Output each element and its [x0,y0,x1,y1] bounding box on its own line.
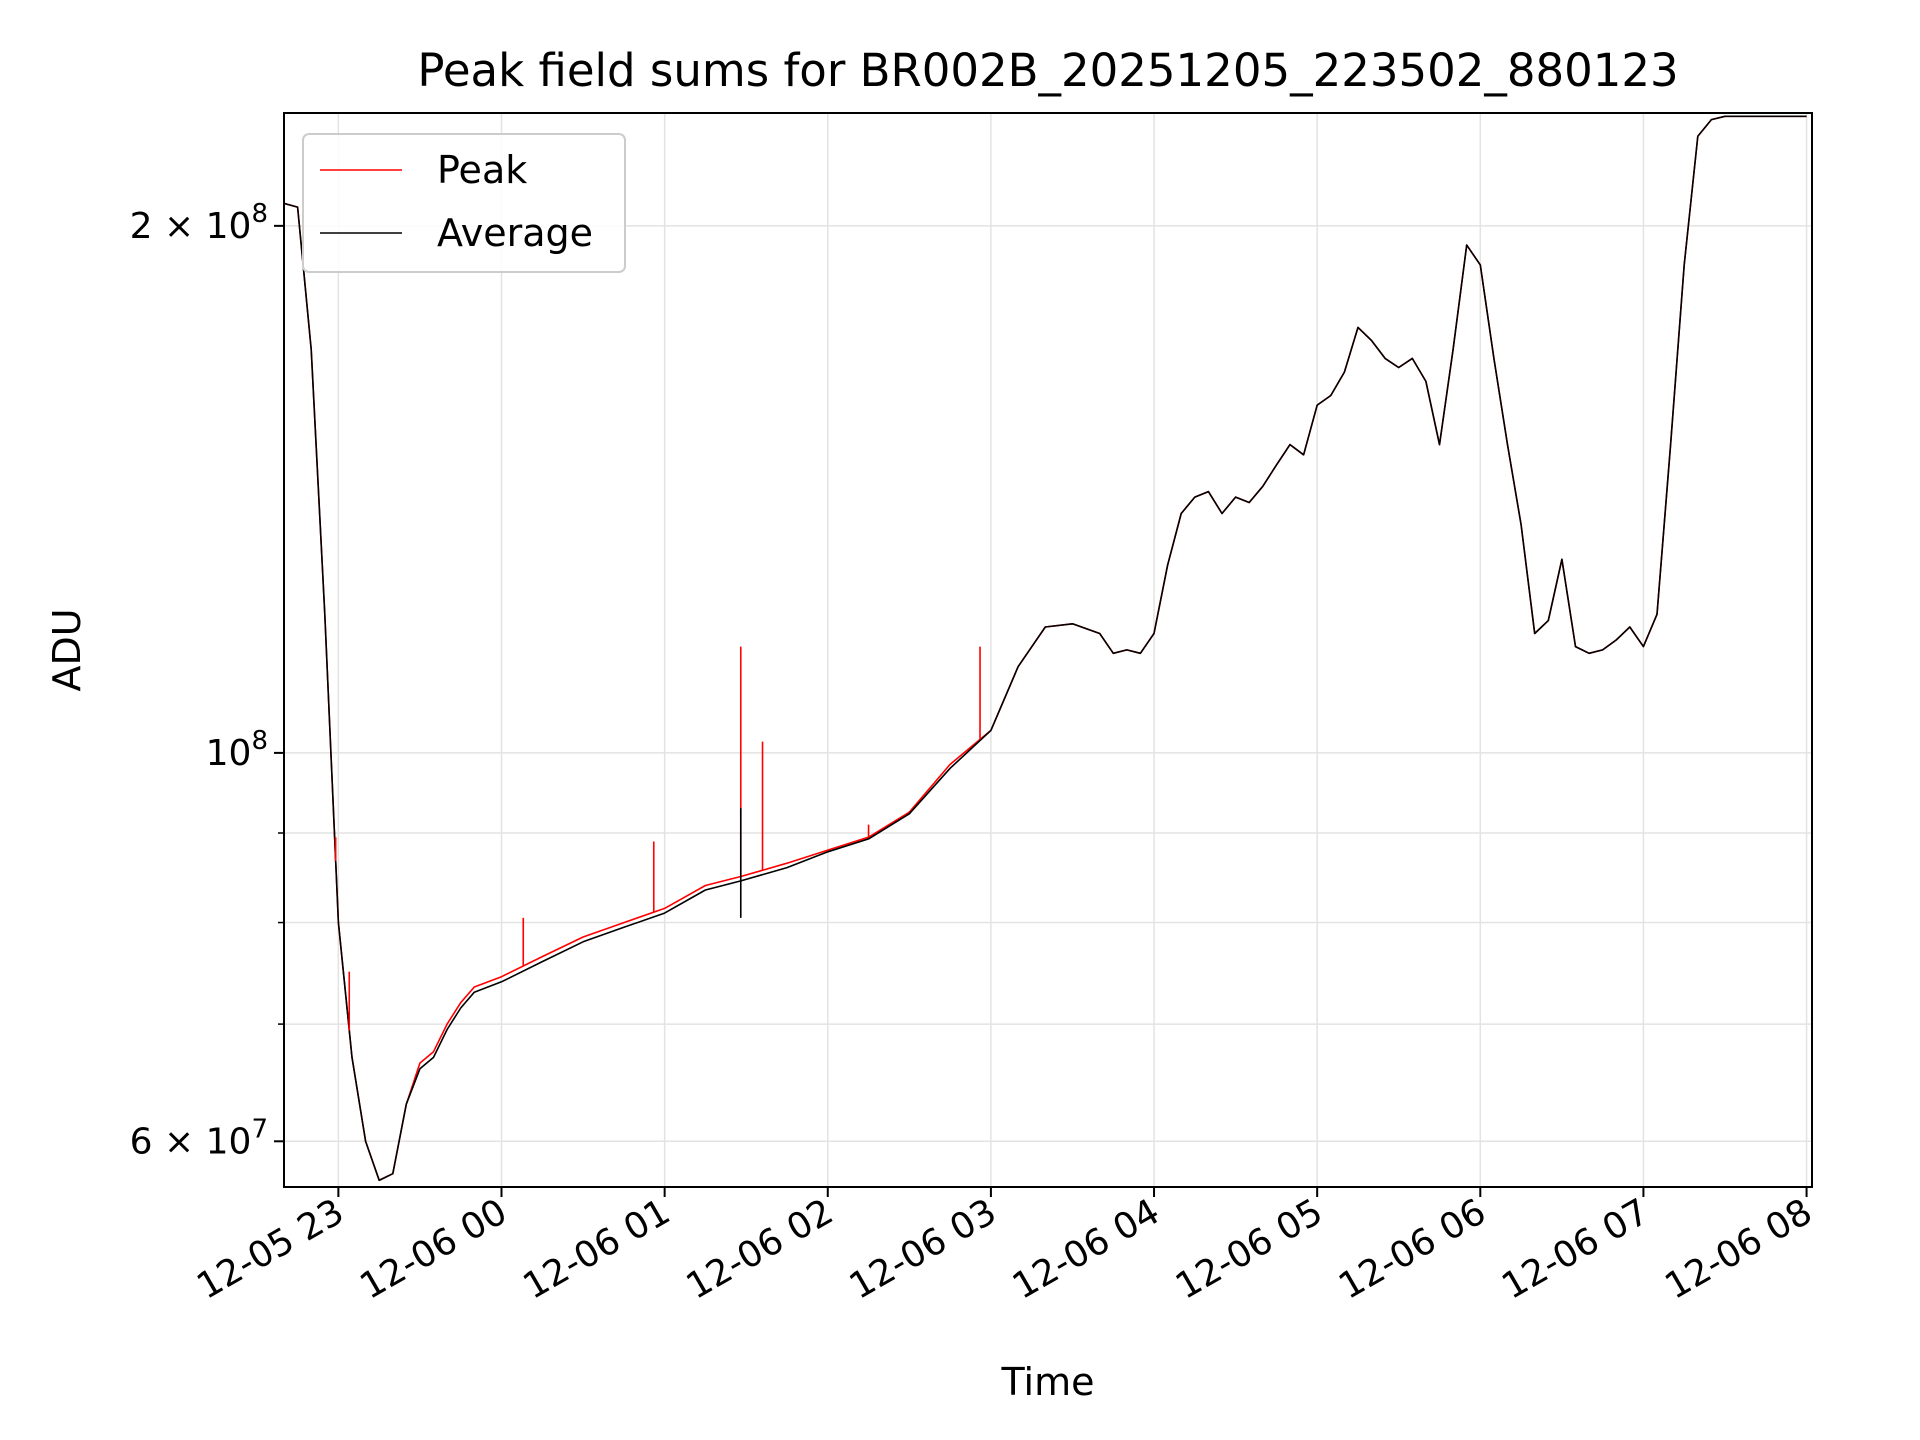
legend-label-average: Average [437,211,593,255]
x-axis-label: Time [1001,1360,1095,1404]
legend-label-peak: Peak [437,148,527,192]
plot-frame [283,112,1813,1188]
series-line-average [284,115,1807,1182]
series-layer [284,115,1807,1182]
y-axis: 6 × 107 108 2 × 108 [130,199,284,1162]
y-tick-label: 6 × 107 [130,1114,268,1162]
y-axis-label: ADU [45,608,89,691]
chart-title: Peak field sums for BR002B_20251205_2235… [417,44,1678,97]
y-tick-label: 108 [206,726,268,774]
y-tick-label: 2 × 108 [130,199,268,247]
legend: Peak Average [302,133,626,273]
legend-box [302,133,626,273]
grid [284,113,1812,1187]
